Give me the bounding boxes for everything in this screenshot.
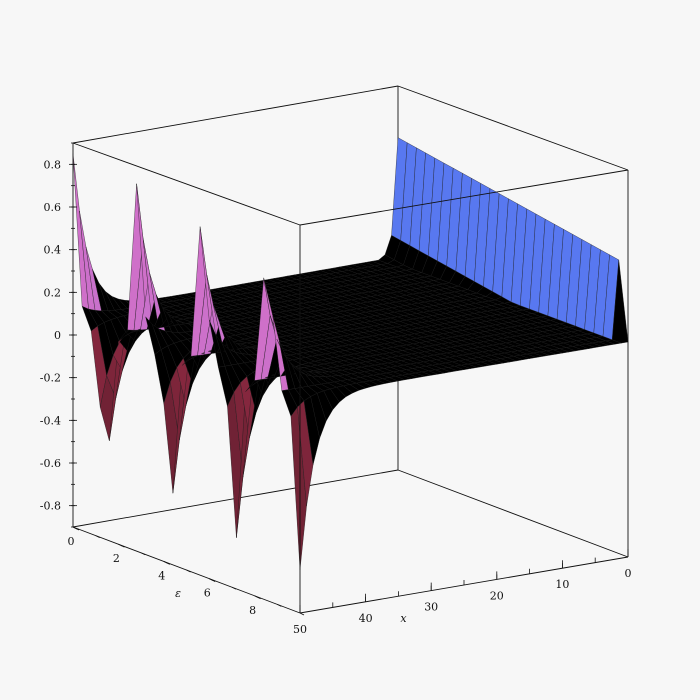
box-edge: [397, 469, 629, 558]
eps-minor-tick: [140, 552, 146, 556]
z-tick-label: 0.4: [44, 244, 62, 257]
z-tick-label: -0.4: [40, 414, 61, 427]
z-tick-label: -0.6: [40, 457, 61, 470]
eps-minor-tick: [163, 561, 168, 564]
eps-minor-tick: [254, 595, 259, 599]
eps-minor-tick: [118, 543, 123, 547]
x-tick-label: 50: [293, 623, 307, 636]
x-axis-title: x: [400, 612, 407, 625]
eps-minor-tick: [95, 535, 100, 538]
surface-patch: [72, 153, 89, 310]
box-edge: [72, 85, 399, 144]
eps-tick-label: 0: [68, 535, 75, 548]
eps-tick-label: 6: [204, 587, 211, 600]
eps-axis-title: ε: [175, 587, 181, 600]
eps-tick-label: 8: [249, 604, 256, 617]
x-tick-label: 30: [424, 601, 438, 614]
z-tick-label: 0.6: [44, 201, 62, 214]
x-tick-label: 20: [490, 589, 504, 602]
eps-minor-tick: [186, 569, 191, 573]
surface-mesh: [72, 137, 629, 570]
box-edge: [299, 169, 629, 226]
z-tick-label: -0.2: [40, 372, 61, 385]
box-edge: [397, 85, 629, 171]
x-tick-label: 10: [555, 578, 569, 591]
epsilon-axis: 0 2 4 6 8 ε: [68, 526, 305, 617]
eps-tick-label: 2: [113, 552, 120, 565]
x-tick-label: 40: [359, 612, 373, 625]
eps-minor-tick: [209, 578, 214, 581]
eps-minor-tick: [231, 586, 237, 590]
box-edge: [72, 142, 301, 226]
z-axis: -0.8 -0.6 -0.4 -0.2 0 0.2 0.4 0.6 0.8: [40, 142, 77, 528]
x-axis: 0 10 20 30 40 50 x: [293, 549, 632, 636]
z-tick-label: -0.8: [40, 500, 61, 513]
eps-tick-label: 4: [158, 569, 165, 582]
z-tick-label: 0.2: [44, 286, 62, 299]
x-tick-label: 0: [625, 567, 632, 580]
z-tick-label: 0.8: [44, 158, 62, 171]
eps-minor-tick: [72, 526, 78, 530]
z-tick-label: 0: [54, 329, 61, 342]
eps-minor-tick: [277, 604, 282, 607]
eps-minor-tick: [299, 612, 305, 616]
surface-patch: [612, 259, 629, 344]
